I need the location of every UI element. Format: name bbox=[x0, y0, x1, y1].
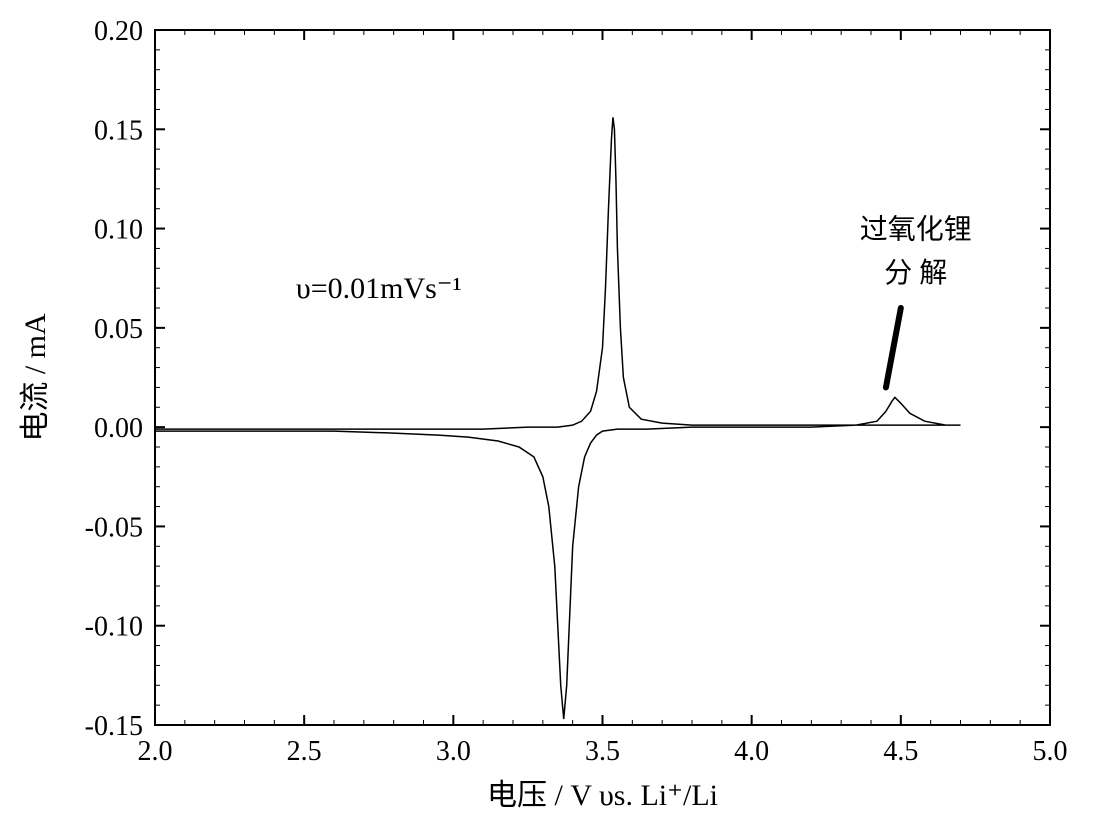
x-tick-label: 2.5 bbox=[287, 736, 322, 767]
plot-border bbox=[155, 30, 1050, 725]
y-tick-label: -0.15 bbox=[85, 711, 143, 742]
y-axis-label: 电流 / mA bbox=[19, 313, 52, 442]
x-tick-label: 3.0 bbox=[436, 736, 471, 767]
y-tick-label: -0.10 bbox=[85, 612, 143, 643]
x-tick-label: 4.0 bbox=[734, 736, 769, 767]
x-tick-label: 3.5 bbox=[585, 736, 620, 767]
chart-svg: 2.02.53.03.54.04.55.0-0.15-0.10-0.050.00… bbox=[0, 0, 1110, 831]
y-tick-label: 0.10 bbox=[94, 215, 143, 246]
y-tick-label: 0.15 bbox=[94, 115, 143, 146]
x-tick-label: 4.5 bbox=[883, 736, 918, 767]
y-tick-label: 0.00 bbox=[94, 413, 143, 444]
cv-chart: 2.02.53.03.54.04.55.0-0.15-0.10-0.050.00… bbox=[0, 0, 1110, 831]
annotation-arrow bbox=[886, 308, 901, 387]
cv-curve bbox=[155, 117, 961, 719]
y-tick-label: 0.20 bbox=[94, 16, 143, 47]
scan-rate-annotation: υ=0.01mVs⁻¹ bbox=[296, 272, 462, 305]
y-tick-label: 0.05 bbox=[94, 314, 143, 345]
x-tick-label: 5.0 bbox=[1033, 736, 1068, 767]
peak-annotation-line2: 分 解 bbox=[884, 257, 947, 289]
x-axis-label: 电压 / V υs. Li⁺/Li bbox=[487, 779, 718, 812]
peak-annotation-line1: 过氧化锂 bbox=[860, 214, 972, 246]
y-tick-label: -0.05 bbox=[85, 512, 143, 543]
